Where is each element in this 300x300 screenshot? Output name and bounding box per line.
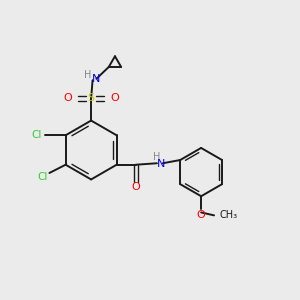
Text: O: O — [110, 94, 119, 103]
Text: Cl: Cl — [32, 130, 42, 140]
Text: CH₃: CH₃ — [219, 210, 238, 220]
Text: O: O — [63, 94, 72, 103]
Text: Cl: Cl — [38, 172, 48, 182]
Text: S: S — [88, 94, 95, 103]
Text: H: H — [153, 152, 161, 162]
Text: O: O — [131, 182, 140, 192]
Text: N: N — [157, 159, 165, 170]
Text: O: O — [197, 210, 206, 220]
Text: N: N — [92, 74, 100, 84]
Text: H: H — [84, 70, 91, 80]
